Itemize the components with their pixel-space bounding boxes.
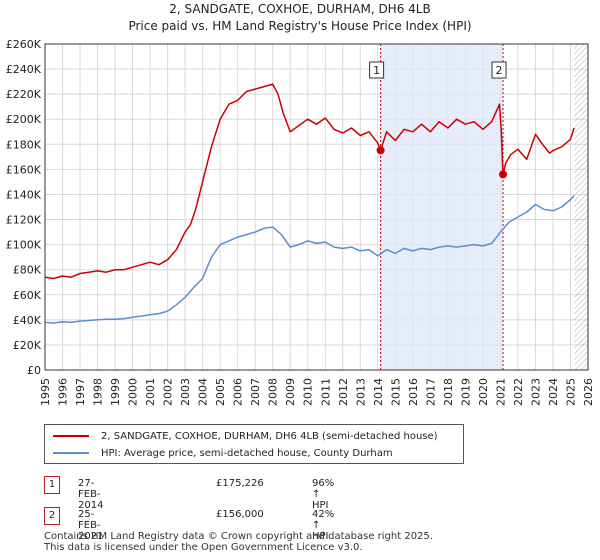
sale-label: 1 (373, 64, 380, 77)
legend-label-property: 2, SANDGATE, COXHOE, DURHAM, DH6 4LB (se… (101, 430, 438, 442)
x-tick-label: 2008 (267, 378, 280, 406)
x-tick-label: 2023 (529, 378, 542, 406)
y-tick-label: £160K (6, 163, 42, 176)
sale-hpi-change: 42% ↑ HPI (312, 509, 335, 542)
x-tick-label: 2015 (389, 378, 402, 406)
x-tick-label: 1998 (92, 378, 105, 406)
sale-date: 27-FEB-2014 (78, 478, 104, 511)
legend-item-hpi: HPI: Average price, semi-detached house,… (53, 445, 393, 461)
x-tick-label: 2000 (127, 378, 140, 406)
x-tick-label: 2016 (407, 378, 420, 406)
x-tick-label: 2024 (547, 378, 560, 406)
forecast-hatch (573, 44, 588, 370)
x-tick-label: 2017 (424, 378, 437, 406)
footer-license: This data is licensed under the Open Gov… (44, 542, 363, 553)
x-tick-label: 1999 (109, 378, 122, 406)
sale-marker-badge: 1 (44, 476, 60, 494)
x-tick-label: 2004 (197, 378, 210, 406)
legend-swatch-hpi (53, 452, 89, 454)
y-tick-label: £140K (6, 188, 42, 201)
x-tick-label: 2020 (477, 378, 490, 406)
y-tick-label: £220K (6, 88, 42, 101)
sale-label: 2 (496, 64, 503, 77)
legend-item-property: 2, SANDGATE, COXHOE, DURHAM, DH6 4LB (se… (53, 428, 438, 444)
property-price-line (44, 83, 575, 280)
sale-period-band (380, 44, 504, 370)
y-tick-label: £200K (6, 113, 42, 126)
sale-hpi-change: 96% ↑ HPI (312, 478, 335, 511)
x-tick-label: 2007 (249, 378, 262, 406)
x-tick-label: 2021 (494, 378, 507, 406)
x-tick-label: 2010 (302, 378, 315, 406)
sale-price: £156,000 (216, 509, 264, 520)
sale-marker-badge: 2 (44, 507, 60, 525)
plot-frame (44, 43, 589, 371)
price-chart: 1 2 £0 £20K £40K £60K £80K £100K £120K £140K £160… (6, 38, 595, 406)
y-tick-label: £60K (13, 289, 42, 302)
y-tick-label: £120K (6, 214, 42, 227)
x-tick-label: 2013 (354, 378, 367, 406)
x-tick-label: 2026 (582, 378, 595, 406)
legend-label-hpi: HPI: Average price, semi-detached house,… (101, 447, 393, 459)
legend-swatch-property (53, 435, 89, 437)
sale-point (499, 170, 508, 179)
footer-copyright: Contains HM Land Registry data © Crown c… (44, 531, 433, 542)
x-tick-label: 2014 (372, 378, 385, 406)
x-tick-label: 2009 (284, 378, 297, 406)
y-tick-label: £100K (6, 239, 42, 252)
x-tick-label: 2011 (319, 378, 332, 406)
y-tick-label: £80K (13, 264, 42, 277)
x-tick-label: 2005 (214, 378, 227, 406)
x-tick-label: 2019 (459, 378, 472, 406)
chart-subtitle: Price paid vs. HM Land Registry's House … (128, 19, 472, 33)
x-tick-label: 2002 (162, 378, 175, 406)
y-tick-label: £260K (6, 38, 42, 51)
sale-price: £175,226 (216, 478, 264, 489)
y-tick-label: £240K (6, 63, 42, 76)
x-tick-label: 2025 (564, 378, 577, 406)
x-tick-label: 2006 (232, 378, 245, 406)
y-tick-label: £0 (27, 364, 41, 377)
x-tick-label: 2022 (512, 378, 525, 406)
sale-date: 25-FEB-2021 (78, 509, 104, 542)
x-tick-label: 2018 (442, 378, 455, 406)
chart-title: 2, SANDGATE, COXHOE, DURHAM, DH6 4LB (169, 2, 431, 16)
x-tick-label: 1997 (74, 378, 87, 406)
y-tick-label: £40K (13, 314, 42, 327)
x-tick-label: 2003 (179, 378, 192, 406)
y-tick-label: £20K (13, 339, 42, 352)
legend: 2, SANDGATE, COXHOE, DURHAM, DH6 4LB (se… (44, 424, 464, 464)
y-tick-label: £180K (6, 138, 42, 151)
x-tick-label: 2001 (144, 378, 157, 406)
x-tick-label: 2012 (337, 378, 350, 406)
sale-label-box (491, 61, 507, 79)
x-tick-label: 1996 (57, 378, 70, 406)
sale-label-box (369, 61, 385, 79)
x-tick-label: 1995 (39, 378, 52, 406)
hpi-line (44, 195, 575, 324)
sale-point (376, 146, 385, 155)
